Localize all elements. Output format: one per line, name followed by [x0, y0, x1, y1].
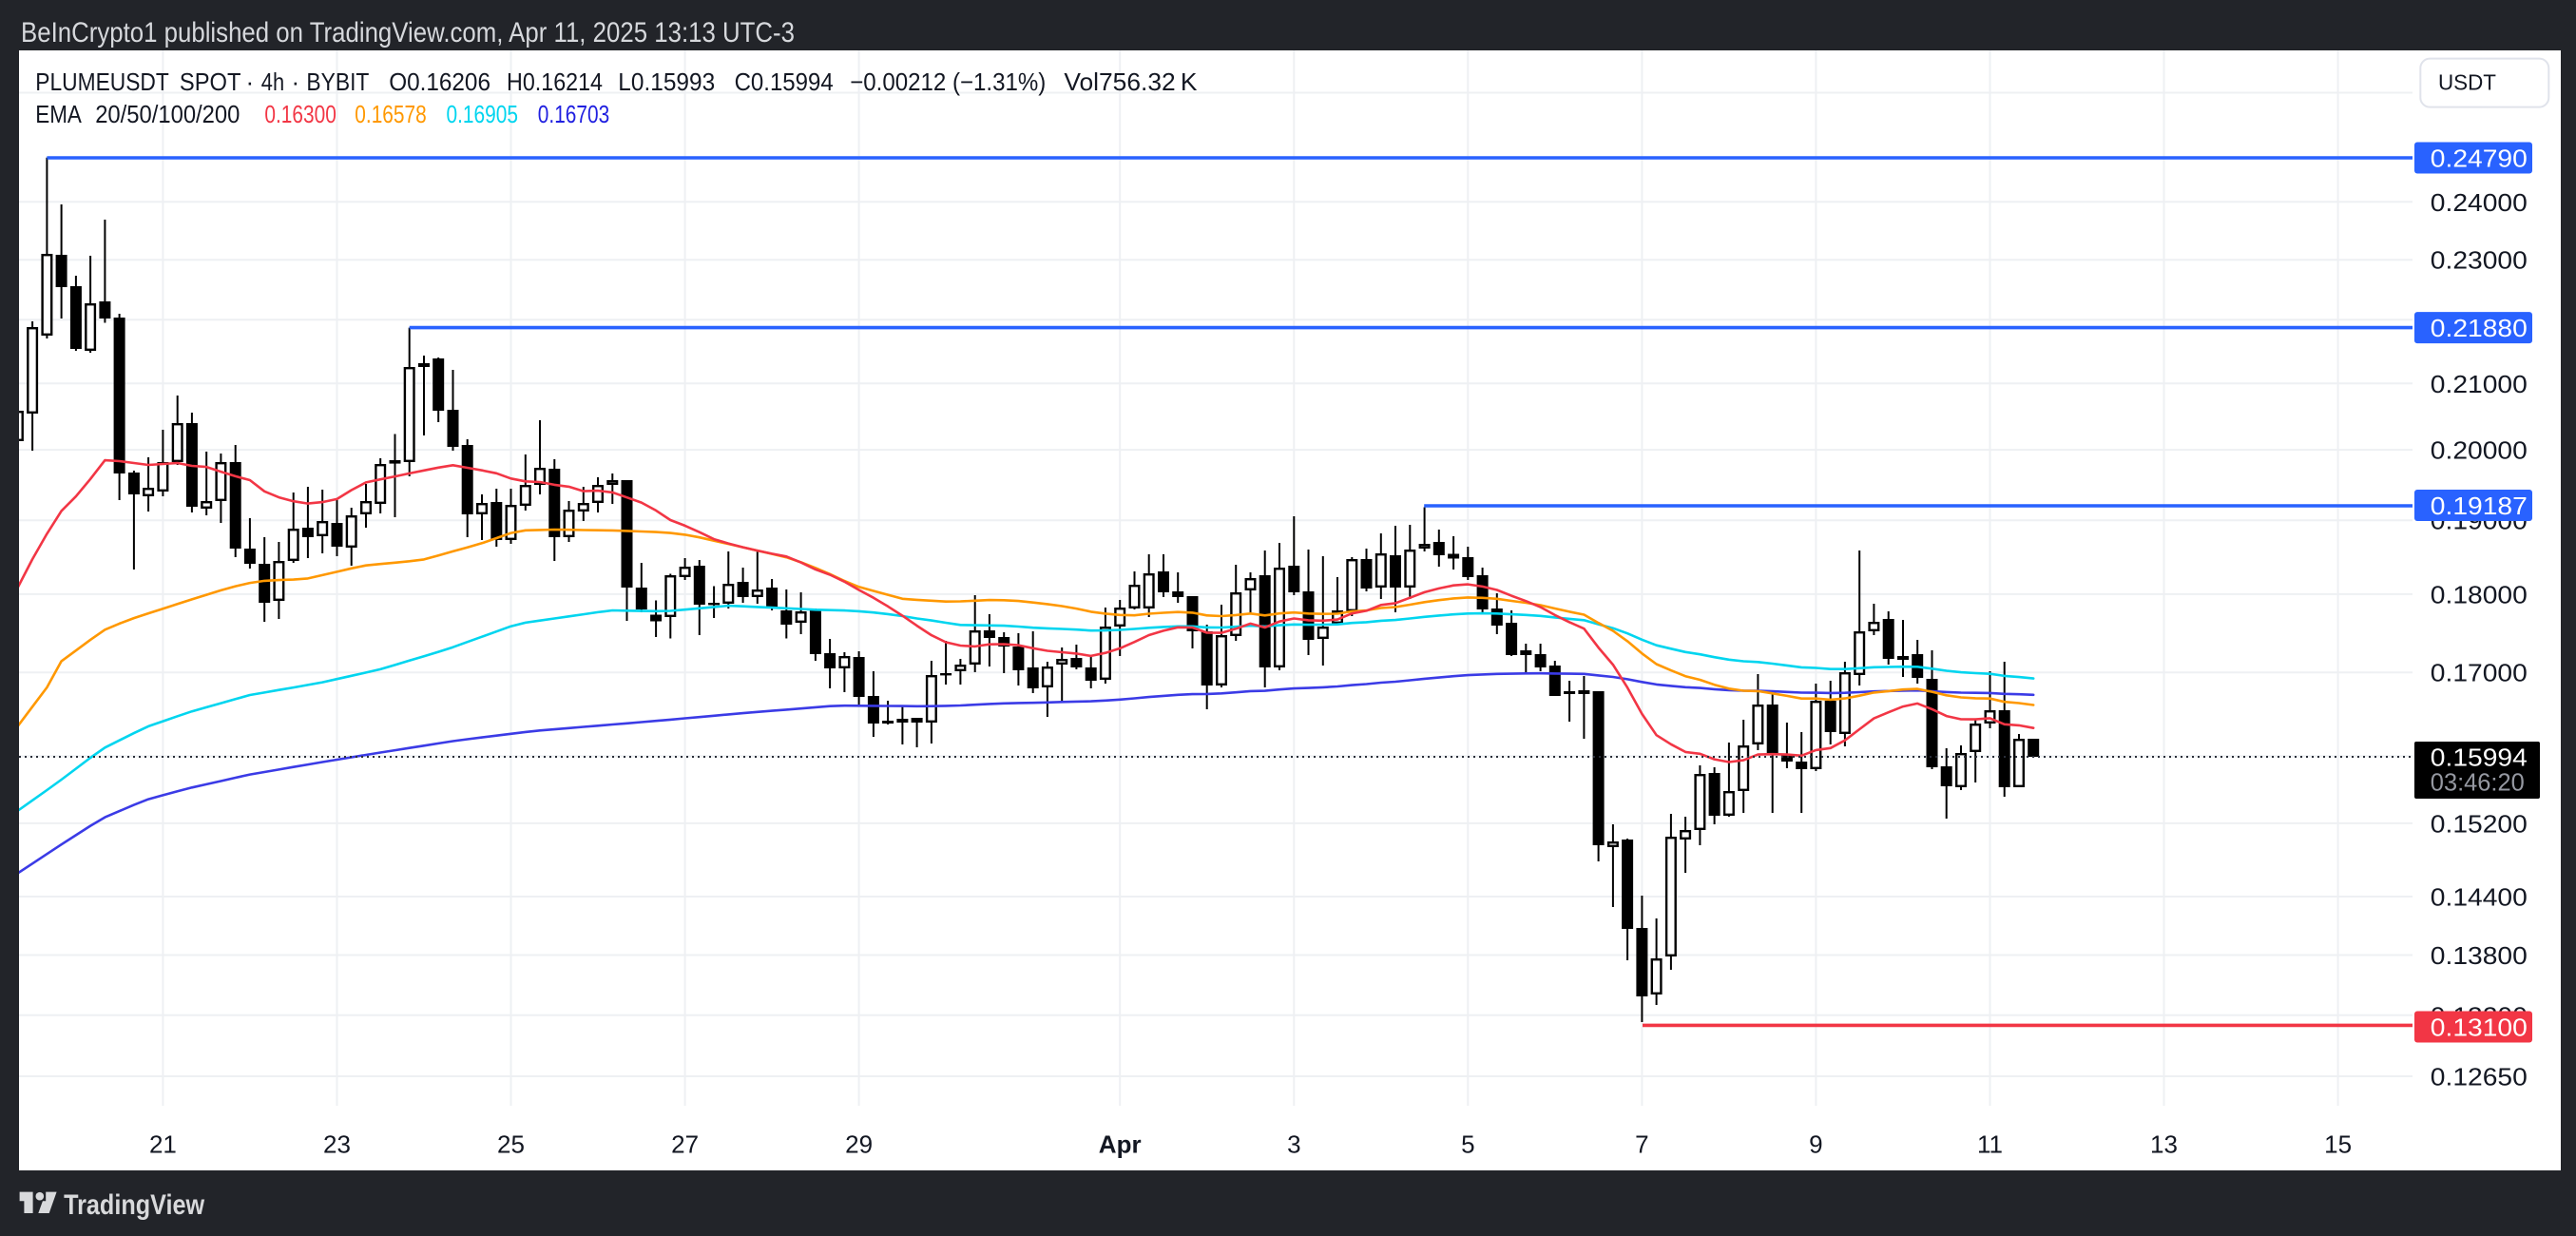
svg-text:USDT: USDT: [2438, 70, 2496, 95]
svg-text:C0.15994: C0.15994: [735, 68, 834, 96]
svg-text:0.16905: 0.16905: [447, 100, 519, 128]
svg-text:·: ·: [292, 68, 300, 96]
svg-text:29: 29: [845, 1130, 873, 1159]
svg-text:0.16703: 0.16703: [538, 100, 609, 128]
svg-text:0.24790: 0.24790: [2431, 145, 2528, 173]
svg-text:0.23000: 0.23000: [2431, 246, 2528, 275]
svg-text:03:46:20: 03:46:20: [2431, 768, 2525, 797]
svg-text:27: 27: [671, 1130, 699, 1159]
svg-text:0.16300: 0.16300: [264, 100, 336, 128]
svg-text:5: 5: [1461, 1130, 1474, 1159]
svg-text:23: 23: [323, 1130, 351, 1159]
svg-text:21: 21: [149, 1130, 177, 1159]
svg-text:0.15200: 0.15200: [2431, 809, 2528, 838]
svg-text:Vol756.32 K: Vol756.32 K: [1064, 68, 1198, 96]
svg-text:·: ·: [246, 68, 255, 96]
svg-text:Apr: Apr: [1099, 1130, 1142, 1159]
svg-text:7: 7: [1635, 1130, 1648, 1159]
svg-text:9: 9: [1809, 1130, 1822, 1159]
svg-text:0.14400: 0.14400: [2431, 883, 2528, 912]
svg-text:BYBIT: BYBIT: [306, 68, 369, 96]
svg-text:0.13800: 0.13800: [2431, 941, 2528, 970]
svg-text:20/50/100/200: 20/50/100/200: [95, 100, 240, 128]
svg-text:O0.16206: O0.16206: [389, 68, 490, 96]
svg-text:25: 25: [497, 1130, 525, 1159]
svg-text:0.19187: 0.19187: [2431, 492, 2528, 520]
svg-text:11: 11: [1977, 1130, 2003, 1159]
svg-text:0.20000: 0.20000: [2431, 436, 2528, 465]
svg-text:0.12650: 0.12650: [2431, 1063, 2528, 1091]
svg-text:15: 15: [2324, 1130, 2352, 1159]
svg-text:H0.16214: H0.16214: [507, 68, 603, 96]
svg-text:TradingView: TradingView: [64, 1189, 205, 1221]
svg-text:L0.15993: L0.15993: [618, 68, 715, 96]
svg-text:0.21000: 0.21000: [2431, 370, 2528, 398]
svg-text:3: 3: [1287, 1130, 1300, 1159]
svg-text:13: 13: [2150, 1130, 2178, 1159]
svg-text:0.16578: 0.16578: [355, 100, 426, 128]
svg-text:0.13100: 0.13100: [2431, 1014, 2528, 1042]
svg-text:−0.00212 (−1.31%): −0.00212 (−1.31%): [850, 68, 1046, 96]
svg-text:BeInCrypto1 published on Tradi: BeInCrypto1 published on TradingView.com…: [21, 17, 795, 48]
svg-text:4h: 4h: [261, 68, 284, 96]
svg-text:0.15994: 0.15994: [2431, 744, 2528, 772]
svg-text:SPOT: SPOT: [180, 68, 241, 96]
svg-text:EMA: EMA: [35, 100, 82, 128]
svg-text:0.18000: 0.18000: [2431, 580, 2528, 608]
svg-text:PLUMEUSDT: PLUMEUSDT: [35, 68, 169, 96]
svg-text:0.17000: 0.17000: [2431, 659, 2528, 687]
svg-text:0.21880: 0.21880: [2431, 314, 2528, 342]
svg-text:0.24000: 0.24000: [2431, 188, 2528, 217]
